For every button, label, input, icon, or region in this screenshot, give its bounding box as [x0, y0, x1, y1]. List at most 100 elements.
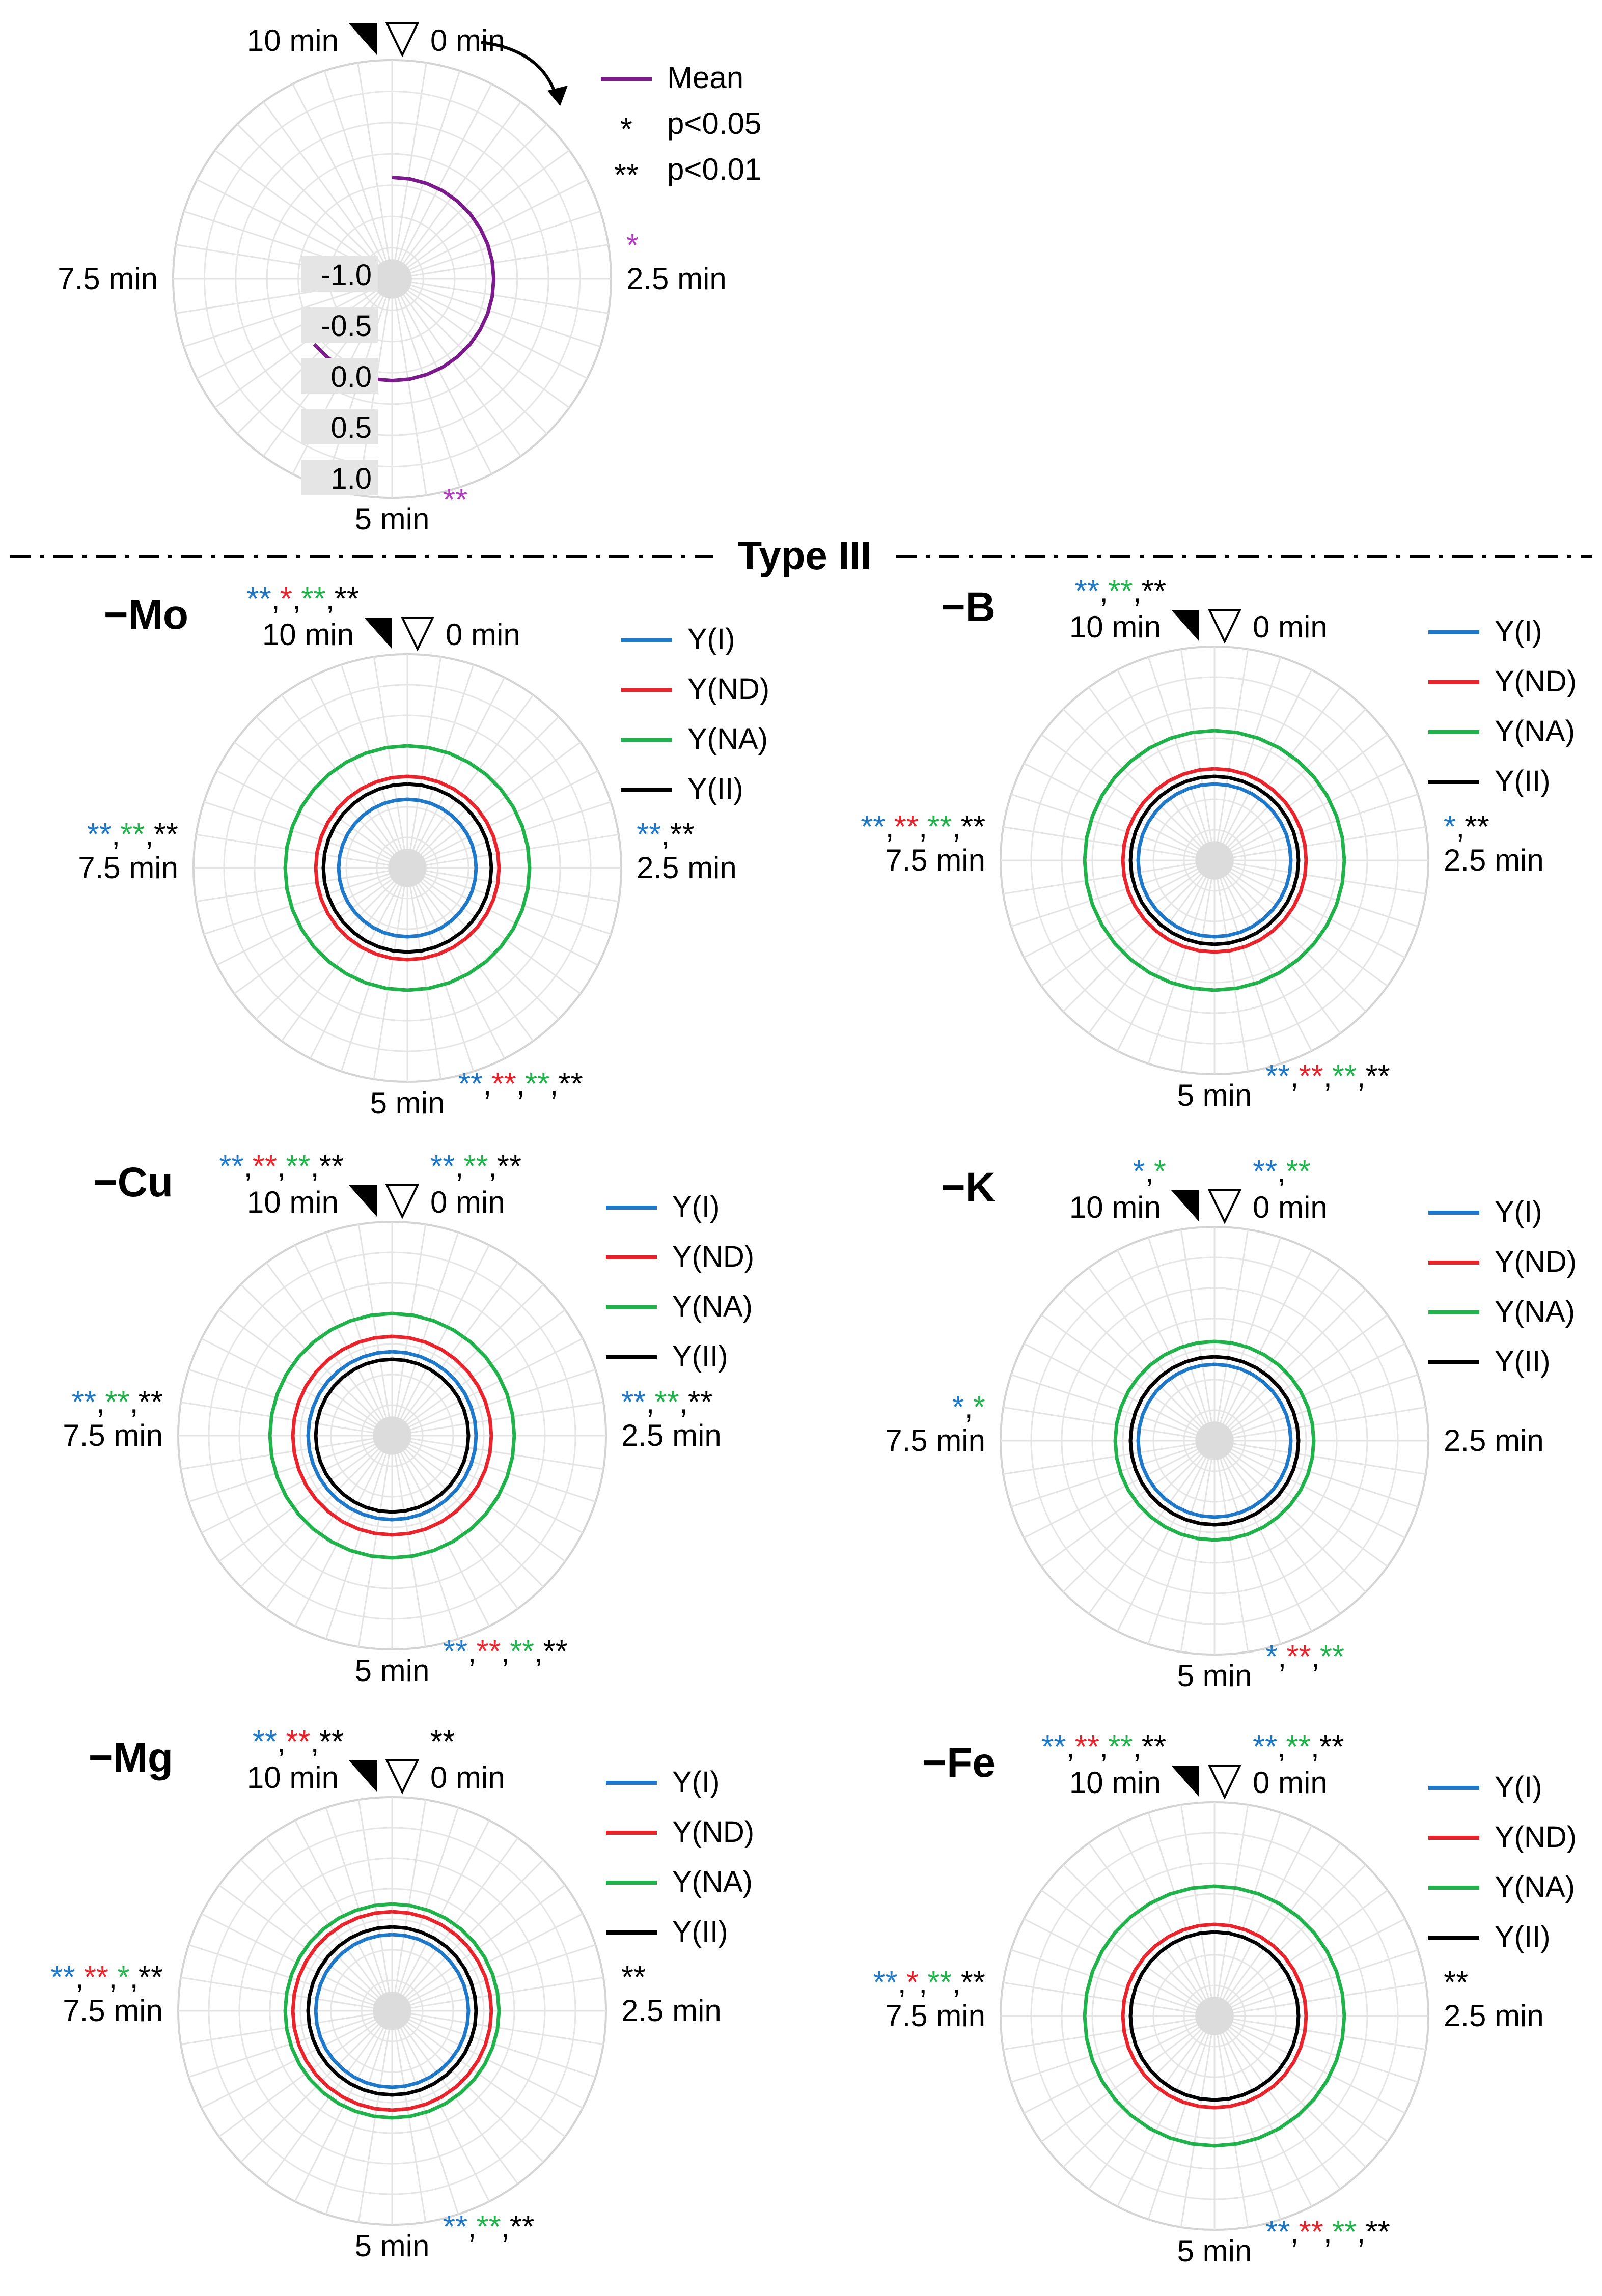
polar-grid-spoke [294, 2022, 387, 2202]
polar-grid-spoke [1088, 870, 1208, 1034]
radial-tick-bg [301, 409, 378, 444]
sig-top-right: **,**,** [1253, 1729, 1344, 1765]
polar-grid-spoke [1180, 649, 1213, 848]
angle-label-10min: 10 min [1069, 1190, 1161, 1224]
polar-grid-spoke [1041, 1889, 1205, 2009]
polar-grid-spoke [1224, 867, 1388, 987]
end-marker-icon [1207, 1189, 1242, 1224]
polar-grid-spoke [1041, 2023, 1205, 2143]
polar-grid-spoke [404, 1944, 596, 2008]
sig-top-left-mark-0: ** [1075, 574, 1099, 609]
sig-top-left-mark-4: ** [301, 581, 325, 617]
polar-grid-spoke [1227, 1442, 1426, 1475]
polar-grid-spoke [1180, 1453, 1213, 1653]
legend-label: Y(II) [687, 772, 743, 805]
sig-top-left-mark-1: , [1099, 574, 1108, 609]
angle-label-0min: 0 min [1253, 1766, 1328, 1800]
polar-grid-spoke [1223, 1449, 1367, 1593]
polar-grid-spoke [400, 1283, 544, 1427]
polar-grid-spoke [397, 1245, 490, 1425]
polar-grid-spoke [1116, 871, 1209, 1051]
angle-label-0min: 0 min [430, 1185, 505, 1219]
sig-bottom-mark-5: , [534, 1634, 543, 1669]
polar-grid-spoke [399, 101, 521, 269]
polar-grid-spoke [1062, 1289, 1206, 1433]
start-marker-icon [1171, 1766, 1199, 1797]
polar-grid-spoke [1116, 1451, 1209, 1632]
legend-label: Y(I) [672, 1766, 720, 1799]
sig-bottom-mark-6: ** [1366, 1059, 1390, 1094]
series-line-yna [1083, 1884, 1346, 2148]
polar-grid-spoke [1216, 1229, 1249, 1429]
polar-grid-spoke [1011, 1949, 1203, 2013]
sig-top-right-mark-0: ** [1253, 1729, 1277, 1765]
polar-grid-spoke [402, 1442, 566, 1562]
polar-grid-spoke [1224, 2023, 1388, 2143]
polar-grid-spoke [402, 1309, 566, 1429]
sig-bottom: **,**,** [443, 2209, 534, 2245]
sig-bottom-mark-4: ** [1332, 1059, 1357, 1094]
polar-grid-spoke [414, 694, 534, 858]
sig-right-mark-1: , [1456, 809, 1465, 845]
sig-bottom-mark-1: , [467, 2209, 476, 2245]
series-line-yna [283, 744, 532, 992]
polar-grid-spoke [1225, 2021, 1405, 2114]
end-marker-icon [385, 1184, 420, 1219]
polar-grid-spoke [399, 2021, 519, 2185]
polar-grid-spoke [1003, 1406, 1202, 1440]
sig-bottom-mark-3: , [516, 1067, 525, 1102]
polar-grid-spoke [1147, 1237, 1211, 1429]
polar-grid-spoke [403, 179, 588, 274]
polar-grid-spoke [405, 244, 609, 278]
sig-right-mark-0: ** [1444, 1965, 1468, 2000]
legend-label: Y(I) [1495, 615, 1542, 648]
polar-grid-spoke [188, 1368, 380, 1433]
angle-label-2-5min: 2.5 min [1444, 843, 1544, 877]
polar-grid-spoke [405, 280, 609, 314]
polar-grid-spoke [395, 2023, 459, 2215]
angle-label-2-5min: 2.5 min [621, 1994, 722, 2028]
sig-left-mark-3: , [919, 1965, 927, 2000]
sig-bottom: **,**,**,** [1265, 1059, 1390, 1094]
sig-top-left-mark-4: ** [1108, 1729, 1133, 1765]
end-marker-icon [1207, 1765, 1242, 1800]
polar-grid-spoke [1147, 1812, 1211, 2004]
sig-top-left-mark-0: ** [1041, 1729, 1066, 1765]
sig-bottom-mark-6: ** [1366, 2215, 1390, 2250]
angle-label-10min: 10 min [262, 618, 354, 652]
polar-grid-spoke [1041, 734, 1205, 854]
series-line-yii [321, 782, 493, 954]
polar-grid-spoke [1180, 1804, 1213, 2004]
polar-grid-spoke [1220, 871, 1313, 1051]
sig-left-mark-6: ** [139, 1960, 163, 1995]
polar-grid-spoke [1147, 657, 1211, 849]
sig-right-mark-0: * [1444, 809, 1456, 845]
polar-grid-spoke [1218, 872, 1282, 1064]
polar-grid-spoke [1180, 2028, 1213, 2228]
polar-grid-spoke [357, 1448, 391, 1647]
polar-grid-spoke [1024, 1918, 1204, 2011]
polar-grid-spoke [1088, 687, 1208, 851]
sig-left: **,*,**,** [873, 1965, 985, 2000]
sig-top-right-mark-4: ** [497, 1149, 521, 1184]
legend-label: Y(ND) [1495, 1245, 1577, 1278]
panels: -1.0 -0.5 0.0 0.5 1.0 10 min 0 min 2.5 min 5 min… [50, 22, 1577, 2268]
sig-top-left-mark-5: , [1133, 1729, 1142, 1765]
polar-grid-spoke [416, 716, 560, 860]
sig-top-right: ** [430, 1724, 455, 1759]
polar-grid-spoke [218, 2018, 382, 2138]
polar-grid-spoke [214, 150, 382, 272]
polar-grid-spoke [401, 123, 548, 270]
end-marker-icon [400, 617, 435, 652]
sig-left: **,**,** [87, 817, 178, 852]
series-line-yna [1113, 1339, 1316, 1542]
polar-grid-spoke [1024, 2021, 1204, 2114]
polar-grid-spoke [1225, 865, 1405, 959]
polar-grid-spoke [1116, 1250, 1209, 1430]
polar-grid-spoke [1024, 1342, 1204, 1436]
polar-grid-spoke [1221, 2026, 1341, 2190]
angle-label-0min: 0 min [446, 618, 520, 652]
polar-grid-spoke [1116, 669, 1209, 850]
polar-grid-spoke [1003, 826, 1202, 859]
sig-left-mark-1: , [898, 1965, 906, 2000]
